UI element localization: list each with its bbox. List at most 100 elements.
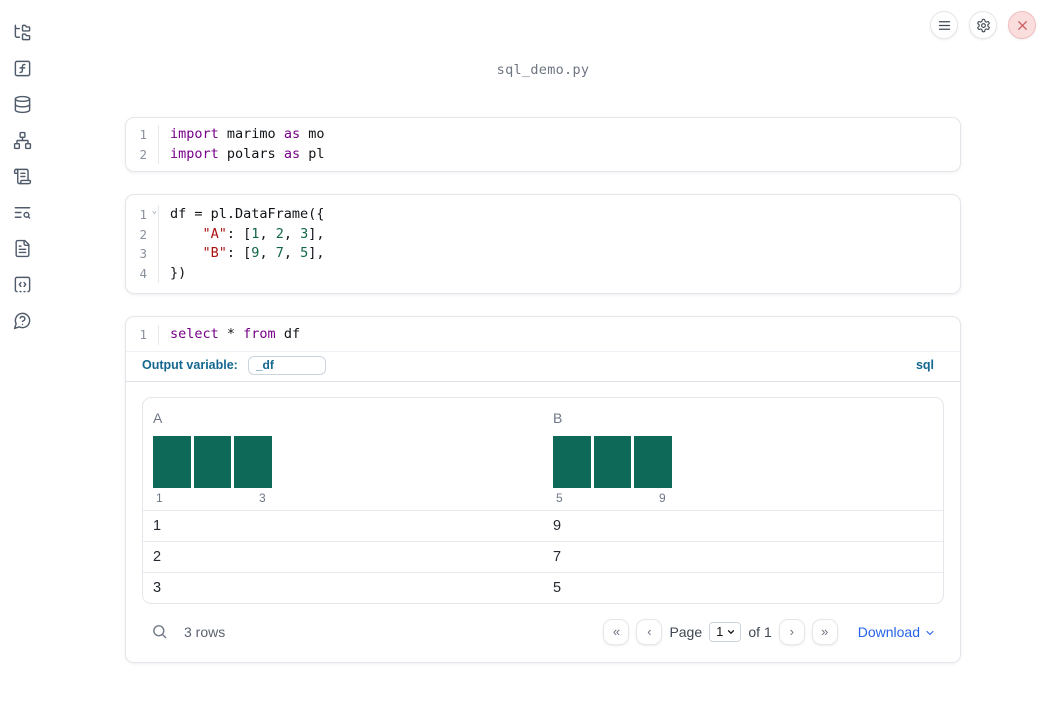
table-cell: 5 (553, 579, 562, 596)
download-label: Download (857, 623, 920, 640)
fold-chevron-icon[interactable]: ⌄ (151, 206, 157, 216)
histogram-bar (553, 435, 591, 488)
sidebar-icon-rail (0, 0, 44, 713)
folder-tree-icon (13, 23, 32, 42)
function-square-icon (13, 59, 32, 78)
notebook-main: sql_demo.py 1 import marimo as mo 2 import … (125, 0, 961, 663)
page-of-label: of 1 (748, 623, 772, 640)
text-search-icon (13, 203, 32, 222)
axis-min-label: 5 (556, 490, 563, 505)
page-select-value: 1 (716, 624, 724, 639)
last-page-button[interactable]: » (811, 618, 838, 645)
axis-max-label: 9 (659, 490, 666, 505)
code-text: "A": [1, 2, 3], (202, 225, 325, 242)
next-page-button[interactable]: › (778, 618, 805, 645)
histogram-bar (193, 435, 232, 488)
close-icon (1015, 18, 1030, 33)
sidebar-item-documentation[interactable] (13, 239, 32, 258)
search-icon[interactable] (151, 623, 168, 640)
line-number: 1 (126, 125, 159, 145)
histogram-bar (153, 435, 191, 488)
output-variable-input[interactable] (247, 355, 326, 375)
line-number: 3 (126, 244, 159, 264)
code-line[interactable]: 1 ⌄ df = pl.DataFrame({ (126, 205, 960, 225)
axis-max-label: 3 (259, 490, 266, 505)
column-name: B (553, 409, 563, 426)
sidebar-item-variables[interactable] (13, 59, 32, 78)
gear-icon (976, 18, 991, 33)
notebook-controls (930, 11, 1036, 39)
chevron-down-icon (726, 627, 736, 637)
line-number: 2 (126, 224, 159, 244)
code-line[interactable]: 2 "A": [1, 2, 3], (126, 224, 960, 244)
line-number: 4 (126, 263, 159, 283)
sidebar-item-snippets[interactable] (13, 275, 32, 294)
table-cell: 1 (153, 517, 162, 534)
scroll-text-icon (13, 167, 32, 186)
page-select[interactable]: 1 (709, 621, 742, 642)
file-text-icon (13, 239, 32, 258)
code-text: select * from df (170, 326, 301, 342)
table-cell: 2 (153, 548, 162, 565)
code-line[interactable]: 2 import polars as pl (126, 144, 960, 164)
code-editor[interactable]: 1 import marimo as mo 2 import polars as pl (126, 118, 960, 171)
notebook-filename: sql_demo.py (496, 62, 590, 78)
table-cell: 9 (553, 517, 562, 534)
table-cell: 3 (153, 579, 162, 596)
histogram-bar (234, 435, 273, 488)
first-page-button[interactable]: « (603, 618, 630, 645)
line-number: 1 (126, 325, 159, 345)
code-editor[interactable]: 1 ⌄ df = pl.DataFrame({2 "A": [1, 2, 3], 3 … (126, 195, 960, 293)
sidebar-item-datasources[interactable] (13, 95, 32, 114)
shutdown-button[interactable] (1008, 11, 1036, 39)
page-label: Page (669, 623, 703, 640)
histogram-bar (634, 435, 673, 488)
sql-editor[interactable]: 1 select * from df (126, 317, 960, 351)
network-icon (13, 131, 32, 150)
output-variable-label: Output variable: (142, 358, 238, 372)
axis-min-label: 1 (156, 490, 163, 505)
database-icon (13, 95, 32, 114)
sidebar-item-dependencies[interactable] (13, 131, 32, 150)
code-text: import marimo as mo (170, 126, 325, 142)
chevron-down-icon (924, 627, 936, 639)
sidebar-item-help[interactable] (13, 311, 32, 330)
sidebar-item-files[interactable] (13, 23, 32, 42)
sql-language-badge: sql (915, 358, 934, 372)
table-footer: 3 rows « ‹ Page 1 of 1 › » Download (142, 618, 944, 648)
code-line[interactable]: 4}) (126, 263, 960, 283)
line-number: 2 (126, 144, 159, 164)
code-text: import polars as pl (170, 145, 325, 162)
sidebar-item-logs[interactable] (13, 203, 32, 222)
sidebar-item-scratchpad[interactable] (13, 167, 32, 186)
code-line[interactable]: 3 "B": [9, 7, 5], (126, 244, 960, 264)
code-line[interactable]: 1 import marimo as mo (126, 125, 960, 145)
pagination: « ‹ Page 1 of 1 › » (603, 618, 838, 645)
sql-cell[interactable]: 1 select * from df Output variable: sql A… (125, 316, 961, 663)
row-count-label: 3 rows (184, 623, 226, 640)
line-number: 1 ⌄ (126, 205, 159, 225)
column-name: A (153, 409, 163, 426)
download-button[interactable]: Download (858, 624, 936, 640)
settings-button[interactable] (969, 11, 997, 39)
prev-page-button[interactable]: ‹ (636, 618, 663, 645)
notebook-menu-button[interactable] (930, 11, 958, 39)
code-line[interactable]: 1 select * from df (126, 325, 960, 345)
help-bubble-icon (13, 311, 32, 330)
code-cell-dataframe[interactable]: 1 ⌄ df = pl.DataFrame({2 "A": [1, 2, 3], 3 … (125, 194, 961, 294)
code-square-icon (13, 275, 32, 294)
code-cell-imports[interactable]: 1 import marimo as mo 2 import polars as pl (125, 117, 961, 172)
